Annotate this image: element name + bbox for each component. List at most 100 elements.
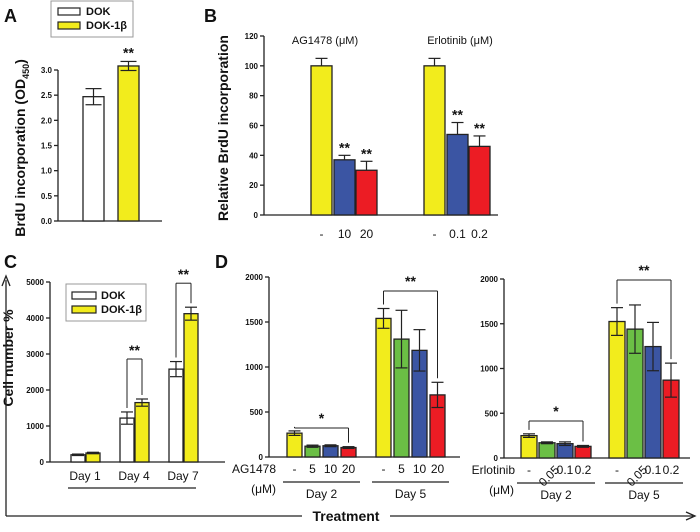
error-bar [306, 444, 319, 448]
error-bar [473, 135, 486, 147]
x-tick-label: - [433, 227, 437, 241]
bar-yellow [608, 320, 626, 459]
x-tick-label: 10 [324, 462, 338, 476]
legend-label-dok: DOK [101, 290, 126, 302]
y-axis-label-subscript: 450 [21, 64, 31, 79]
bar-dok [168, 368, 184, 463]
significance-marker: ** [405, 273, 416, 289]
x-tick-label: 10 [338, 227, 352, 241]
bar-blue [322, 445, 339, 458]
y-tick-label: 1000 [480, 365, 498, 374]
x-tick-label: 0.2 [471, 227, 488, 241]
error-bar [647, 321, 659, 372]
error-bar [185, 306, 197, 321]
error-bar [428, 57, 441, 66]
legend-swatch-dok [57, 7, 81, 16]
y-tick-label: 1.0 [41, 167, 53, 176]
significance-marker: ** [178, 266, 189, 282]
panel-c-chart: 0 1000 2000 3000 4000 5000 Cell number % Day 1 D… [0, 266, 225, 489]
error-bar [665, 362, 677, 398]
y-axis-label: Cell number % [0, 309, 16, 407]
treatment-label: Treatment [313, 508, 380, 524]
significance-marker: * [319, 410, 325, 426]
y-tick-label: 0 [259, 453, 264, 462]
x-tick-label: - [293, 462, 297, 476]
legend-label-dok-1b: DOK-1β [86, 20, 127, 32]
y-tick-label: 2000 [26, 386, 44, 395]
bar-red [468, 145, 491, 216]
significance-bracket [528, 420, 584, 442]
y-tick-label: 80 [249, 92, 258, 101]
bar-blue [333, 159, 356, 216]
x-tick-label: 10 [413, 462, 427, 476]
panel-label-d: D [215, 252, 228, 272]
bar-yellow [520, 434, 538, 459]
panel-b-chart: 0 20 40 60 80 100 120 Relative BrdU incorporati… [215, 32, 498, 241]
y-tick-label: 0 [494, 454, 499, 463]
x-tick-label: 0.2 [575, 463, 592, 477]
bar-dok-1b [117, 65, 140, 222]
significance-bracket [126, 358, 143, 408]
bar-blue [446, 133, 469, 216]
y-tick-label: 3.0 [41, 66, 53, 75]
significance-bracket [616, 279, 672, 360]
bar-green [538, 442, 556, 459]
group-label: Day 5 [628, 488, 660, 502]
x-tick-label: 0.1 [645, 463, 662, 477]
error-bar [315, 57, 328, 66]
y-tick-label: 1500 [480, 320, 498, 329]
error-bar [577, 444, 589, 448]
y-tick-label: 2000 [245, 273, 263, 282]
x-tick-label: Day 4 [118, 469, 150, 483]
y-axis-label: BrdU incorporation (OD450) [12, 59, 31, 237]
error-bar [395, 309, 408, 369]
y-tick-label: 60 [249, 122, 258, 131]
error-bar [413, 329, 426, 372]
x-tick-label: - [615, 463, 619, 477]
error-bar [120, 60, 137, 72]
x-tick-label: Day 1 [69, 469, 101, 483]
error-bar [170, 360, 182, 378]
group-header: AG1478 (μM) [292, 35, 358, 47]
legend-swatch-dok-1b [57, 21, 81, 30]
error-bar [559, 441, 571, 447]
y-tick-label: 120 [245, 32, 259, 41]
error-bar [121, 411, 133, 425]
x-tick-label: 0.1 [557, 463, 574, 477]
significance-marker: * [553, 403, 559, 419]
x-tick-label: 5 [398, 462, 405, 476]
y-tick-label: 0.5 [41, 192, 53, 201]
y-tick-label: 0.0 [41, 217, 53, 226]
error-bar [377, 307, 390, 329]
x-tick-label: Day 7 [167, 469, 199, 483]
legend: DOK DOK-1β [65, 283, 147, 322]
y-tick-label: 500 [485, 409, 499, 418]
error-bar [342, 446, 355, 450]
significance-marker: ** [361, 145, 372, 161]
legend-label-dok: DOK [86, 6, 111, 18]
y-tick-label: 500 [250, 408, 264, 417]
legend-swatch-dok [71, 291, 97, 300]
y-tick-label: 1500 [245, 318, 263, 327]
bar-dok-1b [183, 313, 199, 463]
bar-dok-1b [134, 401, 150, 463]
treatment-name: AG1478 [232, 462, 276, 476]
y-axis-label-main: BrdU incorporation (OD [12, 79, 28, 237]
significance-bracket [175, 282, 192, 358]
error-bar [85, 88, 102, 106]
bar-yellow [423, 65, 446, 216]
error-bar [288, 430, 301, 436]
error-bar [611, 307, 623, 336]
significance-marker: ** [339, 139, 350, 155]
bar-dok-1b [85, 452, 101, 463]
y-tick-label: 5000 [26, 278, 44, 287]
y-tick-label: 1.5 [41, 142, 53, 151]
y-tick-label: 100 [245, 62, 259, 71]
error-bar [72, 453, 84, 457]
error-bar [324, 444, 337, 448]
arrow-up-icon [1, 274, 11, 287]
significance-marker: ** [123, 44, 134, 60]
bar-dok [82, 96, 105, 222]
